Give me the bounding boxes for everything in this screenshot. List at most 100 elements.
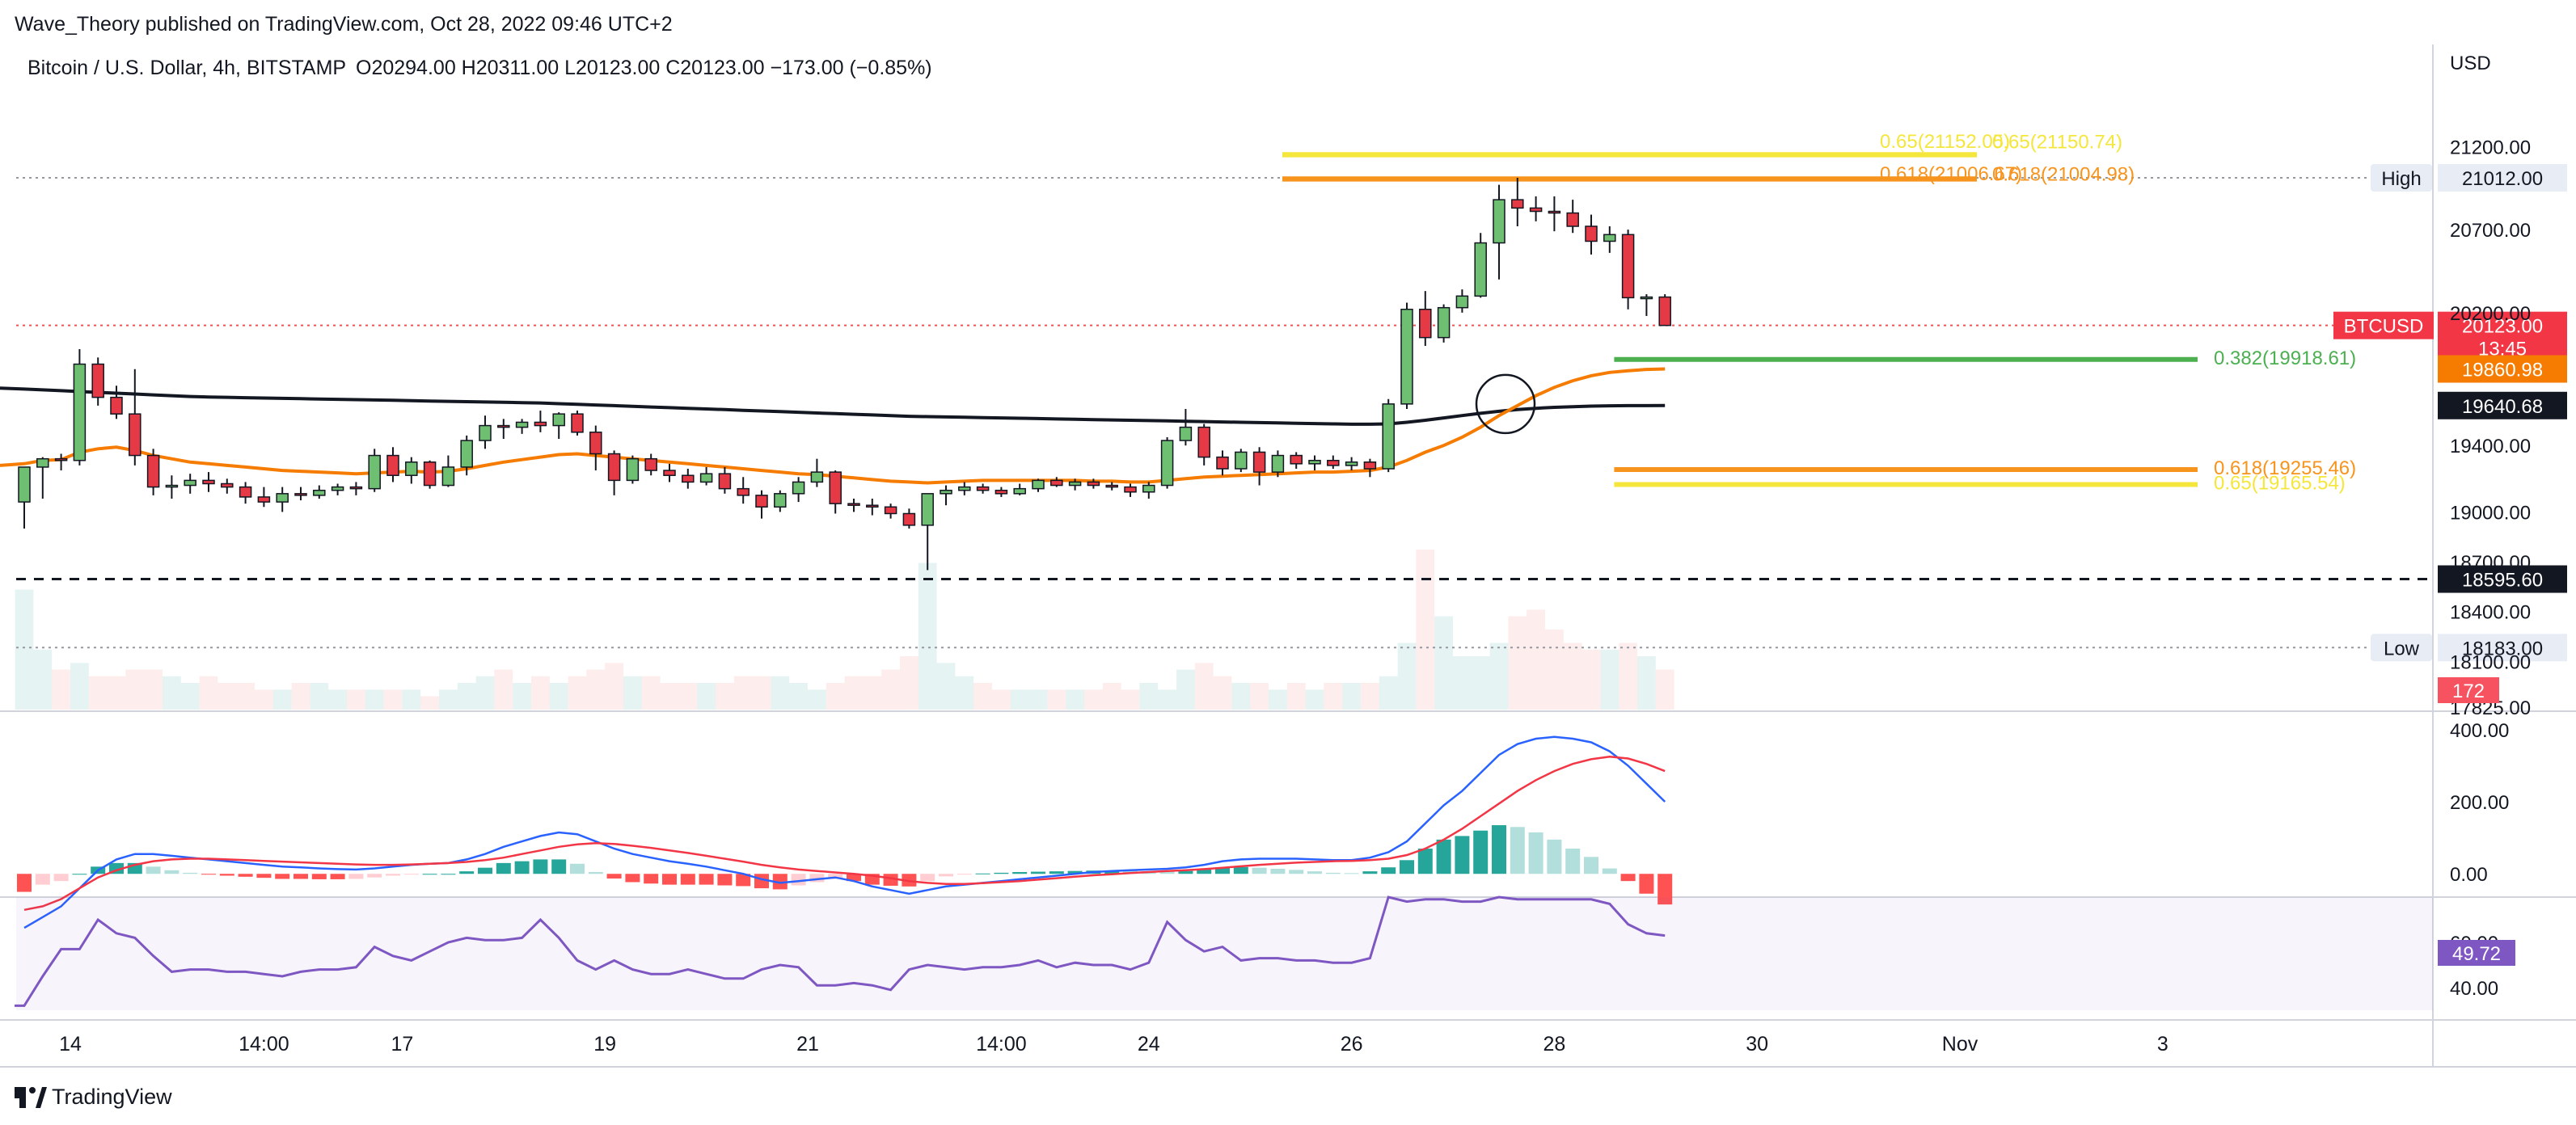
- hline-label-bg-high: [2371, 164, 2432, 192]
- volume-layer: [15, 550, 1674, 710]
- macd-histogram-bar: [1270, 868, 1286, 874]
- candle: [1345, 457, 1358, 471]
- candle-body: [1400, 308, 1413, 405]
- candle: [257, 487, 271, 508]
- macd-histogram-bar: [367, 874, 382, 878]
- candle: [129, 369, 141, 466]
- macd-histogram-bar: [146, 866, 161, 874]
- candle: [958, 482, 971, 495]
- candle: [1105, 482, 1118, 491]
- candle-body: [921, 493, 934, 526]
- candle-body: [110, 396, 123, 415]
- macd-histogram-bar: [1400, 860, 1414, 874]
- candle-body: [1032, 479, 1045, 490]
- candle-body: [1087, 481, 1100, 487]
- fib-label-0: 0.65(21152.05): [1880, 131, 2010, 153]
- macd-histogram-bar: [1307, 871, 1322, 874]
- price-tick-label: 20200.00: [2450, 303, 2531, 325]
- time-tick-label: Nov: [1942, 1033, 1978, 1055]
- time-tick-label: 19: [593, 1033, 616, 1055]
- price-badge-text-orange: 19860.98: [2462, 360, 2543, 381]
- candle: [1585, 214, 1598, 255]
- macd-histogram-bar: [551, 859, 567, 874]
- candle: [441, 455, 455, 487]
- candle: [626, 455, 640, 484]
- publisher-text: Wave_Theory published on TradingView.com…: [15, 13, 673, 36]
- candle: [1252, 447, 1266, 486]
- candle: [921, 493, 934, 571]
- macd-histogram-bar: [1473, 830, 1489, 874]
- macd-histogram-bar: [1252, 867, 1267, 874]
- current-symbol-bg: [2333, 311, 2434, 339]
- macd-signal-line: [23, 756, 1666, 912]
- time-tick-label: 30: [1746, 1033, 1768, 1055]
- candle: [1032, 478, 1045, 492]
- candle-body: [1068, 481, 1082, 487]
- macd-line: [23, 735, 1666, 929]
- candle: [1640, 294, 1653, 316]
- candle-body: [1548, 210, 1561, 214]
- candle: [607, 450, 621, 495]
- time-tick-label: 3: [2157, 1033, 2168, 1055]
- rsi-badge-text: 49.72: [2452, 943, 2501, 965]
- candle-body: [1474, 242, 1487, 297]
- macd-tick-label: 400.00: [2450, 720, 2509, 742]
- candle: [902, 508, 916, 529]
- candle: [479, 415, 492, 449]
- volume-badge-text: 172: [2452, 680, 2485, 702]
- candle-body: [589, 432, 602, 455]
- crossover-circle: [1475, 373, 1536, 435]
- macd-histogram-bar: [1639, 874, 1654, 894]
- candle: [1271, 450, 1285, 478]
- candle-body: [1382, 403, 1395, 470]
- candle-body: [829, 471, 842, 504]
- candle: [884, 504, 897, 519]
- macd-histogram-bar: [606, 874, 622, 879]
- macd-histogram-bar: [1325, 872, 1341, 874]
- candle-body: [1455, 295, 1469, 309]
- candle: [829, 470, 842, 514]
- candle-body: [1216, 456, 1229, 470]
- candle: [571, 411, 584, 436]
- macd-histogram-bar: [1049, 871, 1064, 874]
- candle-body: [699, 473, 713, 483]
- price-badges-layer: 19860.98 19640.68 172: [2438, 355, 2567, 703]
- candle: [1142, 482, 1155, 499]
- macd-histogram-bar: [828, 874, 843, 879]
- candle-body: [1050, 479, 1063, 487]
- candle-body: [257, 496, 271, 503]
- time-axis[interactable]: 14 14:00 17 19 21 14:00 24 26 28 30 Nov 3: [59, 1033, 2168, 1055]
- symbol-legend: Bitcoin / U.S. Dollar, 4h, BITSTAMP: [27, 57, 346, 79]
- candle: [810, 458, 824, 487]
- candle: [1658, 294, 1671, 327]
- candle-body: [515, 421, 529, 428]
- candle-body: [1511, 199, 1524, 209]
- time-tick-label: 14: [59, 1033, 82, 1055]
- candle-body: [1603, 234, 1616, 242]
- macd-histogram-bar: [625, 874, 640, 883]
- candle-body: [1327, 459, 1340, 466]
- candle-body: [1437, 306, 1451, 339]
- macd-histogram-bar: [699, 874, 714, 885]
- current-price-bg: [2438, 311, 2567, 360]
- candle-body: [1013, 487, 1026, 495]
- candle: [940, 485, 952, 506]
- candle-body: [221, 482, 234, 488]
- candle: [589, 425, 602, 471]
- hline-price-low: 18183.00: [2462, 638, 2543, 659]
- candle: [368, 449, 381, 492]
- candle: [202, 472, 215, 492]
- time-tick-label: 28: [1543, 1033, 1565, 1055]
- tradingview-logo-icon: [15, 1087, 47, 1108]
- candle: [1160, 436, 1174, 489]
- candle-body: [884, 506, 897, 515]
- candle-body: [1160, 440, 1174, 487]
- macd-histogram-bar: [1417, 849, 1433, 874]
- macd-histogram-bar: [35, 874, 50, 885]
- candle-body: [1179, 426, 1193, 441]
- candle: [73, 349, 87, 466]
- macd-histogram-bar: [1159, 871, 1175, 874]
- macd-histogram-bar: [1455, 836, 1470, 874]
- candle-body: [460, 440, 473, 468]
